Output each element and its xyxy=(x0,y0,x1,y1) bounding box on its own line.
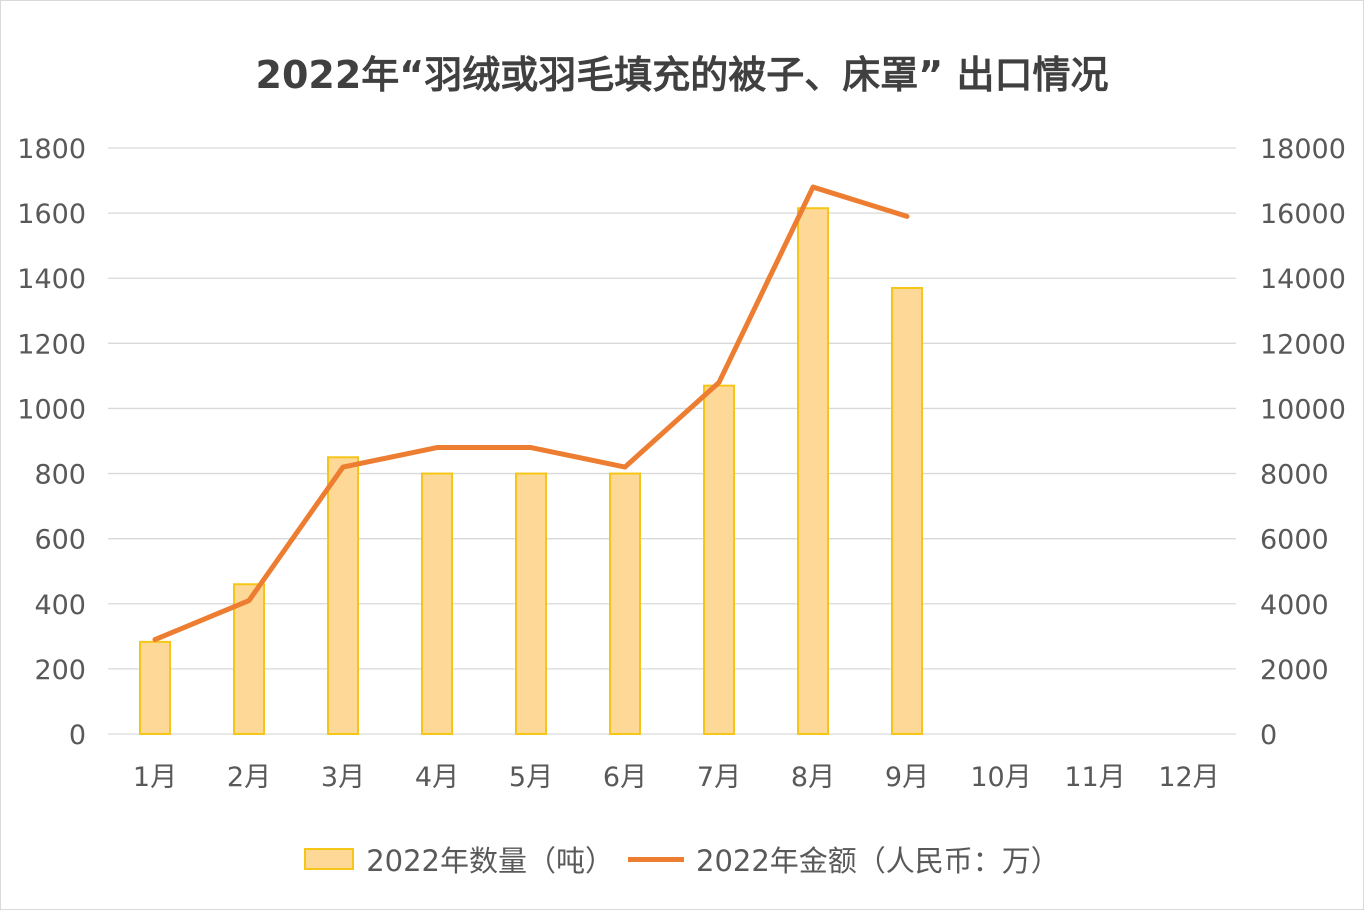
legend-label-amount: 2022年金额（人民币：万） xyxy=(696,844,1060,878)
y-left-tick-label: 1400 xyxy=(17,264,86,295)
legend-item-amount: 2022年金额（人民币：万） xyxy=(628,838,1060,880)
x-tick-label: 12月 xyxy=(1158,762,1219,793)
y-left-tick-label: 1200 xyxy=(17,329,86,360)
x-tick-label: 2月 xyxy=(227,762,271,793)
y-left-tick-label: 1800 xyxy=(17,134,86,165)
y-left-tick-label: 1600 xyxy=(17,199,86,230)
bar xyxy=(891,286,923,735)
y-left-tick-label: 600 xyxy=(34,525,86,556)
legend-bar-swatch xyxy=(304,848,355,870)
y-right-tick-label: 8000 xyxy=(1260,460,1329,491)
x-tick-label: 5月 xyxy=(509,762,553,793)
y-right-tick-label: 12000 xyxy=(1260,329,1346,360)
x-tick-label: 3月 xyxy=(321,762,365,793)
y-right-tick-label: 10000 xyxy=(1260,394,1346,425)
y-right-tick-label: 0 xyxy=(1260,720,1277,751)
x-tick-label: 9月 xyxy=(885,762,929,793)
y-right-tick-label: 16000 xyxy=(1260,199,1346,230)
legend-label-quantity: 2022年数量（吨） xyxy=(366,844,614,878)
chart-title: 2022年“羽绒或羽毛填充的被子、床罩” 出口情况 xyxy=(255,53,1109,97)
bar xyxy=(421,472,453,735)
legend: 2022年数量（吨） 2022年金额（人民币：万） xyxy=(0,838,1364,880)
y-right-tick-label: 14000 xyxy=(1260,264,1346,295)
x-tick-label: 6月 xyxy=(603,762,647,793)
y-right-tick-label: 18000 xyxy=(1260,134,1346,165)
bar xyxy=(797,207,829,735)
y-left-tick-label: 0 xyxy=(69,720,86,751)
x-tick-label: 10月 xyxy=(970,762,1031,793)
bar xyxy=(515,472,547,735)
bar xyxy=(139,640,171,736)
bar xyxy=(703,384,735,735)
x-tick-label: 11月 xyxy=(1064,762,1125,793)
y-left-tick-label: 1000 xyxy=(17,394,86,425)
x-tick-label: 1月 xyxy=(133,762,177,793)
y-right-tick-label: 2000 xyxy=(1260,655,1329,686)
y-left-tick-label: 200 xyxy=(34,655,86,686)
x-tick-label: 8月 xyxy=(791,762,835,793)
y-left-tick-label: 800 xyxy=(34,460,86,491)
bar xyxy=(327,456,359,735)
y-left-tick-label: 400 xyxy=(34,590,86,621)
bar xyxy=(609,472,641,735)
legend-item-quantity: 2022年数量（吨） xyxy=(304,838,614,880)
x-tick-label: 4月 xyxy=(415,762,459,793)
legend-line-swatch xyxy=(628,856,684,862)
y-right-tick-label: 4000 xyxy=(1260,590,1329,621)
y-right-tick-label: 6000 xyxy=(1260,525,1329,556)
x-tick-label: 7月 xyxy=(697,762,741,793)
bar xyxy=(233,583,265,735)
